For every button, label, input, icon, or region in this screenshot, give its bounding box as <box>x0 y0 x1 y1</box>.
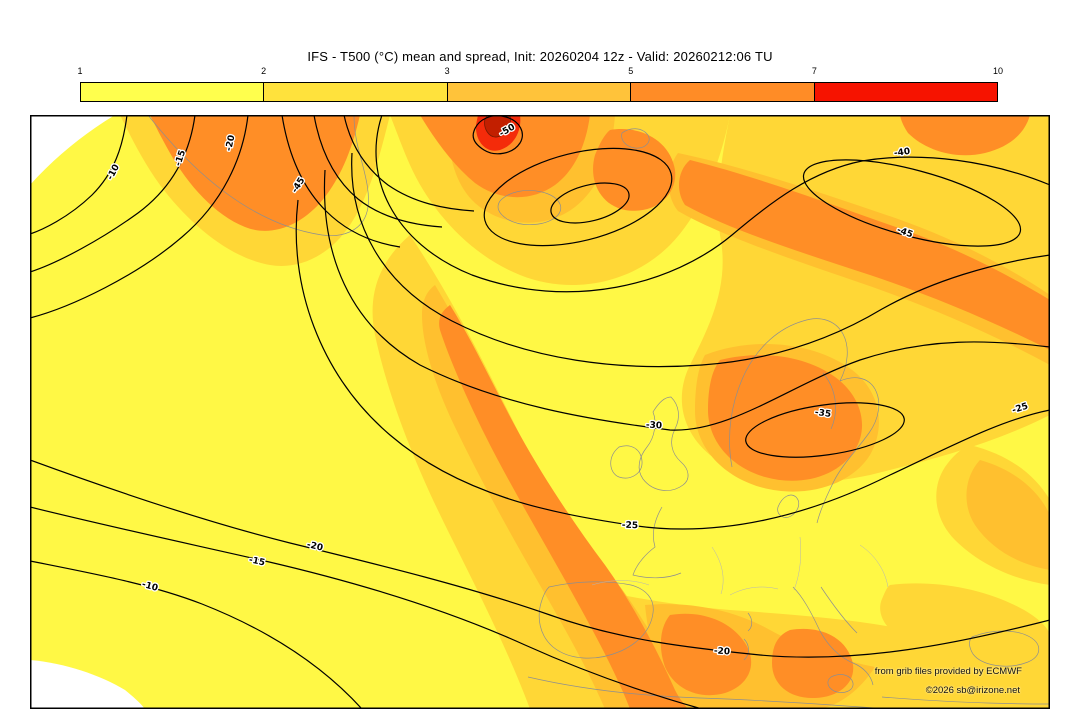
colorbar-segments <box>80 82 998 102</box>
coast-svalbard <box>621 128 650 149</box>
contour-label: -15 <box>248 555 266 568</box>
gold-bottom-right-patch <box>880 583 1050 675</box>
colorbar-tick: 10 <box>992 66 1004 76</box>
credits-line-1: from grib files provided by ECMWF <box>874 666 1022 677</box>
coast-ireland <box>610 445 643 479</box>
contour-minus15-nw <box>30 115 196 273</box>
coast-black-sea <box>969 630 1040 667</box>
nodata-corner-bottomleft <box>30 660 145 709</box>
amber-right-mid <box>966 460 1050 570</box>
contour-minus10-nw <box>30 115 128 235</box>
contour-minus40 <box>375 115 1050 293</box>
orange-med-west <box>660 613 752 696</box>
contour-layer <box>30 115 1050 709</box>
dark-red-arctic-core <box>484 115 511 138</box>
contour-greenland-3 <box>343 115 475 212</box>
coast-adriatic <box>820 586 858 634</box>
coast-north-africa <box>527 676 876 709</box>
colorbar-segment <box>81 83 265 101</box>
orange-core-east <box>593 129 676 211</box>
contour-label: -20 <box>224 134 237 152</box>
coast-iberia <box>538 581 654 659</box>
weather-map-svg: -10-15-20-45-50-40-45-35-30-25-25-20-20-… <box>30 115 1050 709</box>
orange-topright-band <box>678 160 1050 350</box>
contour-minus45-core <box>483 147 673 247</box>
coastline-layer <box>147 115 1050 709</box>
coast-norway <box>729 318 848 468</box>
orange-core-west <box>420 115 590 198</box>
spread-red-regions <box>475 115 521 151</box>
colorbar: 1 2 3 5 7 10 <box>77 66 1003 102</box>
coast-gulf-bothnia <box>822 372 836 430</box>
contour-label: -30 <box>645 420 662 431</box>
contour-minus45-russia <box>802 159 1022 247</box>
map-frame: -10 -15 -20 -45 -50 -40 -45 -35 -30 -25 -25 -20 -20-… <box>30 115 1050 709</box>
colorbar-ticks: 1 2 3 5 7 10 <box>77 66 1003 82</box>
contour-label: -10 <box>141 580 159 594</box>
border-spain-france <box>591 580 650 586</box>
colorbar-segment <box>264 83 448 101</box>
orange-greenland-core <box>150 115 360 231</box>
colorbar-segment <box>814 83 998 101</box>
contour-minus35-pocket <box>745 402 905 458</box>
contour-minus20-nw <box>30 115 249 319</box>
contour-label: -35 <box>814 408 831 420</box>
contour-minus30 <box>323 169 1050 431</box>
country-border-layer <box>591 536 889 596</box>
border-balkans <box>859 544 889 588</box>
contour-label: -20 <box>713 646 730 657</box>
map-border <box>30 115 1050 709</box>
border-alps <box>729 586 779 596</box>
contour-greenland-2 <box>313 115 443 228</box>
contour-minus25 <box>295 199 1050 530</box>
colorbar-segment <box>631 83 815 101</box>
orange-scandinavia <box>708 355 863 481</box>
nodata-corner-topleft <box>30 115 115 185</box>
coast-north-africa-east <box>881 696 1050 705</box>
colorbar-tick: 2 <box>261 66 267 76</box>
chart-title: IFS - T500 (°C) mean and spread, Init: 2… <box>307 49 773 64</box>
border-germany-poland <box>793 536 801 591</box>
contour-label: -25 <box>622 521 639 532</box>
colorbar-tick: 1 <box>77 66 83 76</box>
coast-uk <box>638 396 689 491</box>
coast-corsica-sardinia <box>743 612 753 661</box>
coast-sweden-baltic <box>816 377 880 524</box>
orange-med-east <box>772 628 854 699</box>
orange-topright-corner <box>900 115 1030 156</box>
contour-minus15-south <box>30 506 703 709</box>
contour-minus20-south <box>30 459 1050 658</box>
colorbar-segment <box>447 83 632 101</box>
colorbar-tick: 5 <box>628 66 634 76</box>
spread-shading-layer <box>30 115 1050 709</box>
credits-line-2: ©2026 sb@irizone.net <box>925 685 1020 696</box>
contour-label: -40 <box>893 147 910 159</box>
colorbar-tick: 3 <box>444 66 450 76</box>
contour-minus10-south <box>30 560 363 709</box>
coast-iceland <box>497 190 562 225</box>
nodata-corners <box>30 115 145 709</box>
coast-sicily <box>827 674 854 693</box>
orange-central-snake <box>439 305 688 709</box>
colorbar-tick: 7 <box>811 66 817 76</box>
contour-core-inner-ring <box>550 182 630 224</box>
contour-minus35 <box>351 152 1050 368</box>
coast-france <box>632 506 682 579</box>
contour-labels-layer: -10-15-20-45-50-40-45-35-30-25-25-20-20-… <box>104 121 1031 659</box>
coast-italy <box>792 586 874 686</box>
spread-orange-regions <box>150 115 1050 709</box>
border-france-germany <box>711 546 724 595</box>
